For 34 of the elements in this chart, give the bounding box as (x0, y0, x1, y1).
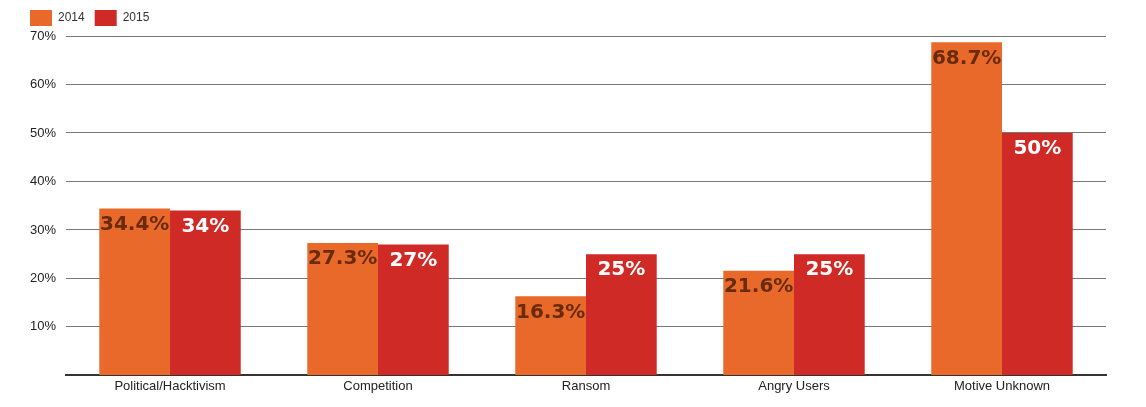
x-tick-label: Ransom (561, 377, 611, 393)
legend-label: 2015 (122, 10, 150, 25)
bar (515, 296, 587, 375)
bar (170, 210, 241, 375)
y-tick-label: 30% (29, 221, 57, 237)
y-tick-label: 50% (29, 124, 57, 140)
bar (723, 270, 795, 375)
bar (586, 254, 657, 375)
data-label: 34.4% (99, 210, 170, 235)
bar (99, 208, 171, 375)
y-tick-label: 40% (29, 173, 57, 189)
x-tick-label: Political/Hacktivism (114, 377, 226, 393)
data-label: 27% (389, 246, 438, 271)
legend-label: 2014 (58, 10, 86, 25)
x-tick-label: Motive Unknown (953, 377, 1051, 393)
bar (307, 243, 379, 375)
bar (794, 254, 865, 375)
data-label: 27.3% (307, 245, 378, 270)
data-label: 50% (1013, 135, 1062, 160)
y-tick-label: 10% (29, 318, 57, 334)
y-tick-label: 70% (29, 27, 57, 43)
y-tick-label: 60% (29, 76, 57, 92)
x-tick-label: Competition (343, 377, 413, 393)
bar (1002, 132, 1073, 375)
x-tick-label: Angry Users (758, 377, 831, 393)
bar (931, 42, 1002, 375)
data-label: 16.3% (515, 298, 586, 323)
data-label: 68.7% (931, 44, 1002, 69)
data-label: 25% (597, 256, 646, 281)
data-label: 25% (805, 256, 854, 281)
bar (378, 244, 449, 375)
data-label: 34% (181, 212, 230, 237)
y-tick-label: 20% (29, 270, 57, 286)
data-label: 21.6% (723, 272, 794, 297)
